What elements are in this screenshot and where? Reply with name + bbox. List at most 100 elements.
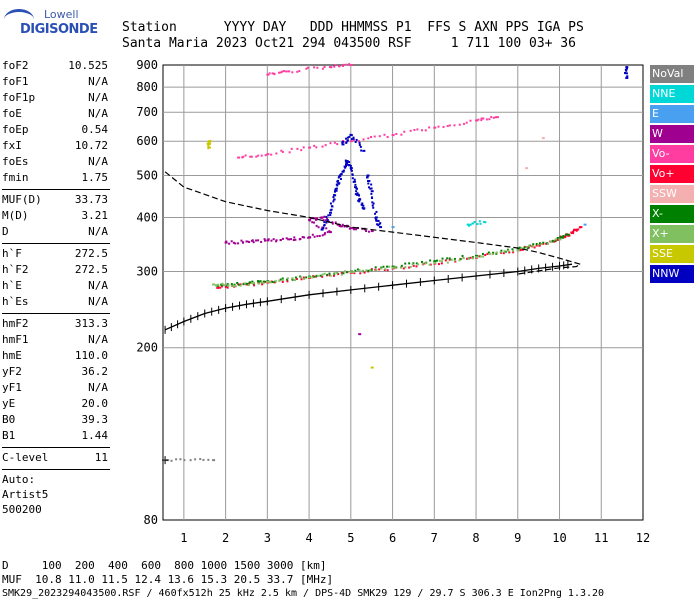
data-point	[357, 194, 360, 197]
data-point	[469, 256, 472, 259]
data-point	[491, 253, 494, 256]
data-point	[395, 133, 398, 136]
data-point	[535, 244, 538, 247]
data-point	[488, 118, 491, 121]
data-point	[294, 276, 297, 279]
data-point	[260, 240, 263, 243]
data-point	[526, 247, 529, 250]
data-point	[264, 154, 267, 157]
auto-scaling-line: Auto:	[2, 473, 36, 486]
data-point	[537, 243, 540, 246]
data-point	[323, 272, 326, 275]
param-key: D	[2, 225, 9, 238]
data-point	[458, 123, 461, 126]
data-point	[321, 67, 324, 70]
param-key: hmF2	[2, 317, 29, 330]
series-nne	[466, 220, 487, 227]
data-point	[373, 135, 376, 138]
data-point	[556, 238, 559, 241]
data-point	[507, 249, 510, 252]
data-point	[328, 211, 332, 214]
data-point	[334, 187, 337, 190]
data-point	[290, 238, 293, 241]
data-point	[252, 282, 255, 285]
data-point	[350, 168, 353, 171]
data-point	[378, 135, 381, 138]
data-point	[424, 262, 427, 265]
data-point	[399, 266, 402, 269]
data-point	[421, 129, 424, 132]
data-point	[349, 164, 352, 167]
x-tick-label: 12	[636, 531, 650, 545]
header-line2: Santa Maria 2023 Oct21 294 043500 RSF 1 …	[122, 36, 576, 51]
param-row-foe: foE N/A	[0, 106, 112, 122]
data-point	[412, 262, 415, 265]
data-point	[579, 226, 583, 229]
data-point	[516, 248, 520, 251]
data-point	[512, 251, 515, 254]
data-point	[564, 236, 567, 239]
data-point	[323, 215, 326, 218]
data-point	[479, 255, 482, 258]
data-point	[335, 189, 338, 192]
data-point	[325, 227, 328, 230]
data-point	[349, 167, 353, 170]
data-point	[459, 258, 462, 261]
data-point	[376, 219, 379, 222]
param-value: 10.525	[68, 59, 108, 72]
logo-line2: DIGISONDE	[20, 22, 98, 37]
data-point	[316, 66, 319, 69]
data-point	[382, 265, 385, 268]
data-point	[251, 280, 254, 283]
data-point	[321, 273, 324, 276]
data-point	[482, 255, 485, 258]
data-point	[481, 252, 484, 255]
data-point	[327, 214, 330, 217]
data-point	[365, 230, 368, 233]
param-key: foF1	[2, 75, 29, 88]
param-row-hes: h`Es N/A	[0, 294, 112, 310]
data-point	[340, 272, 343, 275]
param-value: 272.5	[74, 263, 108, 276]
data-point	[571, 232, 575, 235]
data-point	[362, 204, 365, 207]
param-key: fmin	[2, 171, 29, 184]
data-point	[559, 236, 562, 239]
data-point	[625, 67, 628, 70]
data-point	[286, 280, 289, 283]
data-point	[461, 254, 464, 257]
series-vo	[237, 63, 499, 159]
data-point	[263, 280, 266, 283]
data-point	[391, 134, 395, 137]
data-point	[354, 140, 357, 143]
data-point	[345, 141, 348, 144]
data-point	[355, 190, 358, 193]
param-value: 1.75	[81, 171, 109, 184]
data-point	[349, 140, 353, 143]
data-point	[404, 266, 407, 269]
data-point	[272, 238, 275, 241]
data-point	[567, 234, 570, 237]
data-point	[294, 279, 297, 282]
data-point	[333, 271, 336, 274]
param-key: foF1p	[2, 91, 36, 104]
data-point	[268, 72, 271, 75]
legend-item-x: X-	[650, 205, 694, 223]
data-point	[234, 285, 237, 288]
data-point	[261, 283, 264, 286]
legend-item-noval: NoVal	[650, 65, 694, 83]
data-point	[480, 119, 483, 122]
data-point	[367, 137, 370, 140]
data-point	[478, 220, 481, 223]
data-point	[281, 278, 284, 281]
data-point	[345, 63, 348, 66]
data-point	[521, 248, 524, 251]
data-point	[319, 216, 322, 219]
data-point	[359, 145, 362, 148]
data-point	[475, 254, 479, 257]
data-point	[354, 186, 357, 189]
data-point	[279, 278, 282, 281]
data-point	[292, 239, 295, 242]
data-point	[209, 139, 212, 142]
virtual-height-trace	[164, 263, 573, 331]
